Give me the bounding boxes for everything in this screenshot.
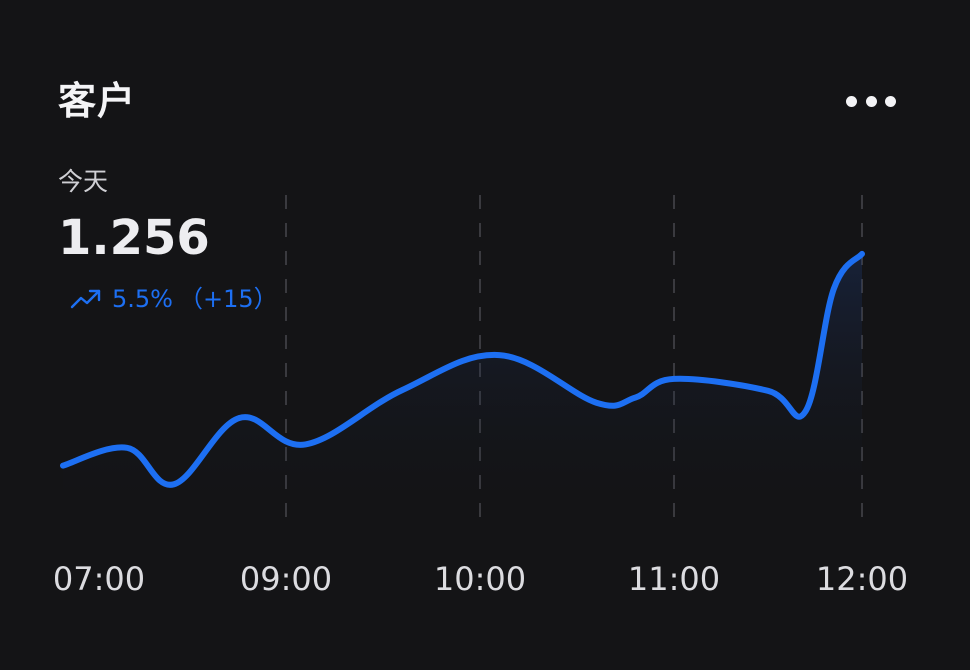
more-horizontal-icon-dot [885, 95, 896, 107]
more-horizontal-icon [846, 95, 857, 107]
change-delta: （+15） [178, 285, 278, 313]
x-tick-label: 07:00 [53, 560, 145, 598]
x-tick-label: 09:00 [240, 560, 332, 598]
more-options-button[interactable] [838, 84, 904, 118]
x-tick-label: 12:00 [816, 560, 908, 598]
x-axis-labels: 07:00 09:00 10:00 11:00 12:00 [53, 560, 908, 598]
series-line [60, 250, 865, 488]
metric-value: 1.256 [58, 210, 210, 266]
x-tick-label: 10:00 [434, 560, 526, 598]
x-tick-label: 11:00 [628, 560, 720, 598]
change-indicator: 5.5% （+15） [70, 284, 278, 314]
trending-up-icon [70, 289, 101, 309]
more-horizontal-icon-dot [865, 95, 877, 107]
period-label: 今天 [58, 167, 109, 196]
card-title: 客户 [58, 79, 137, 123]
change-percent: 5.5% [112, 285, 173, 313]
series-area [63, 253, 862, 525]
